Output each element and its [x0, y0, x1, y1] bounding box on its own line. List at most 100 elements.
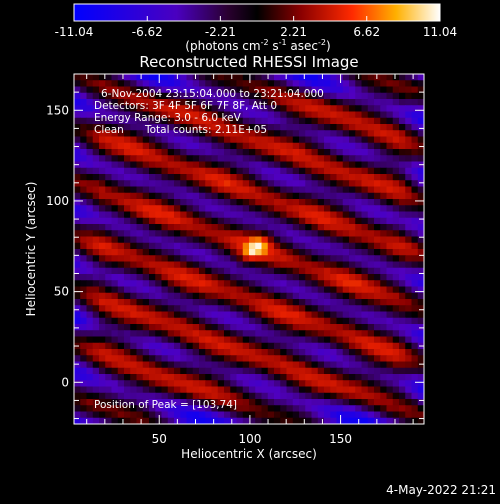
- heatmap-cell: [74, 292, 81, 300]
- heatmap-cell: [367, 155, 375, 163]
- heatmap-cell: [92, 386, 100, 394]
- heatmap-cell: [211, 355, 219, 363]
- heatmap-cell: [380, 380, 388, 388]
- heatmap-cell: [111, 330, 119, 338]
- heatmap-cell: [386, 399, 394, 406]
- heatmap-cell: [136, 361, 144, 369]
- heatmap-cell: [130, 130, 138, 138]
- heatmap-cell: [224, 80, 231, 88]
- heatmap-cell: [92, 411, 100, 419]
- heatmap-cell: [411, 324, 419, 331]
- heatmap-cell: [149, 224, 156, 231]
- heatmap-cell: [280, 280, 288, 288]
- heatmap-cell: [255, 286, 263, 294]
- heatmap-cell: [130, 355, 138, 363]
- heatmap-cell: [230, 280, 238, 288]
- heatmap-cell: [355, 367, 363, 375]
- heatmap-cell: [142, 224, 150, 231]
- heatmap-cell: [186, 174, 194, 181]
- heatmap-cell: [211, 255, 219, 263]
- heatmap-cell: [105, 267, 113, 275]
- heatmap-cell: [167, 111, 175, 119]
- heatmap-cell: [299, 74, 306, 81]
- heatmap-cell: [111, 367, 119, 375]
- heatmap-cell: [142, 355, 150, 363]
- heatmap-cell: [230, 192, 238, 200]
- heatmap-cell: [205, 117, 213, 125]
- heatmap-cell: [111, 192, 119, 200]
- heatmap-cell: [405, 286, 413, 294]
- heatmap-cell: [380, 242, 388, 250]
- heatmap-cell: [92, 305, 100, 313]
- annotation-peak: Position of Peak = [103,74]: [94, 399, 237, 411]
- heatmap-cell: [330, 217, 338, 225]
- heatmap-cell: [124, 174, 131, 181]
- heatmap-cell: [142, 92, 150, 100]
- heatmap-cell: [380, 392, 388, 400]
- heatmap-cell: [242, 74, 250, 81]
- heatmap-cell: [155, 405, 163, 413]
- heatmap-cell: [336, 392, 344, 400]
- heatmap-cell: [374, 380, 381, 388]
- heatmap-cell: [305, 286, 313, 294]
- heatmap-cell: [349, 267, 356, 275]
- heatmap-cell: [224, 224, 231, 231]
- heatmap-cell: [280, 249, 288, 256]
- heatmap-cell: [274, 249, 281, 256]
- heatmap-cell: [174, 211, 181, 219]
- heatmap-cell: [205, 74, 213, 81]
- heatmap-cell: [205, 142, 213, 150]
- heatmap-cell: [92, 180, 100, 188]
- heatmap-cell: [92, 136, 100, 144]
- heatmap-cell: [286, 211, 294, 219]
- heatmap-cell: [124, 305, 131, 313]
- heatmap-cell: [211, 249, 219, 256]
- heatmap-cell: [80, 386, 88, 394]
- heatmap-cell: [261, 117, 269, 125]
- heatmap-cell: [405, 224, 413, 231]
- heatmap-cell: [286, 99, 294, 106]
- heatmap-cell: [161, 392, 169, 400]
- heatmap-cell: [211, 199, 219, 206]
- heatmap-cell: [374, 130, 381, 138]
- heatmap-cell: [117, 411, 125, 419]
- heatmap-cell: [386, 411, 394, 419]
- heatmap-cell: [361, 249, 369, 256]
- heatmap-cell: [130, 92, 138, 100]
- heatmap-cell: [217, 336, 225, 344]
- heatmap-cell: [161, 205, 169, 213]
- heatmap-cell: [349, 286, 356, 294]
- heatmap-cell: [236, 230, 244, 238]
- heatmap-cell: [299, 255, 306, 263]
- heatmap-cell: [417, 261, 424, 269]
- heatmap-cell: [392, 249, 400, 256]
- heatmap-cell: [255, 224, 263, 231]
- heatmap-cell: [180, 361, 188, 369]
- heatmap-cell: [261, 124, 269, 131]
- heatmap-cell: [205, 355, 213, 363]
- heatmap-cell: [86, 192, 94, 200]
- heatmap-cell: [367, 86, 375, 94]
- heatmap-cell: [205, 99, 213, 106]
- heatmap-cell: [274, 149, 281, 156]
- heatmap-cell: [167, 224, 175, 231]
- heatmap-cell: [99, 236, 106, 244]
- heatmap-cell: [117, 405, 125, 413]
- heatmap-cell: [155, 292, 163, 300]
- heatmap-cell: [130, 405, 138, 413]
- heatmap-cell: [130, 342, 138, 350]
- heatmap-cell: [130, 411, 138, 419]
- heatmap-cell: [399, 117, 406, 125]
- heatmap-cell: [99, 405, 106, 413]
- heatmap-cell: [180, 111, 188, 119]
- heatmap-cell: [405, 105, 413, 113]
- heatmap-cell: [199, 192, 206, 200]
- heatmap-cell: [130, 174, 138, 181]
- heatmap-cell: [105, 399, 113, 406]
- heatmap-cell: [130, 136, 138, 144]
- heatmap-cell: [192, 336, 200, 344]
- heatmap-cell: [299, 80, 306, 88]
- heatmap-cell: [180, 255, 188, 263]
- heatmap-cell: [130, 317, 138, 325]
- heatmap-cell: [361, 180, 369, 188]
